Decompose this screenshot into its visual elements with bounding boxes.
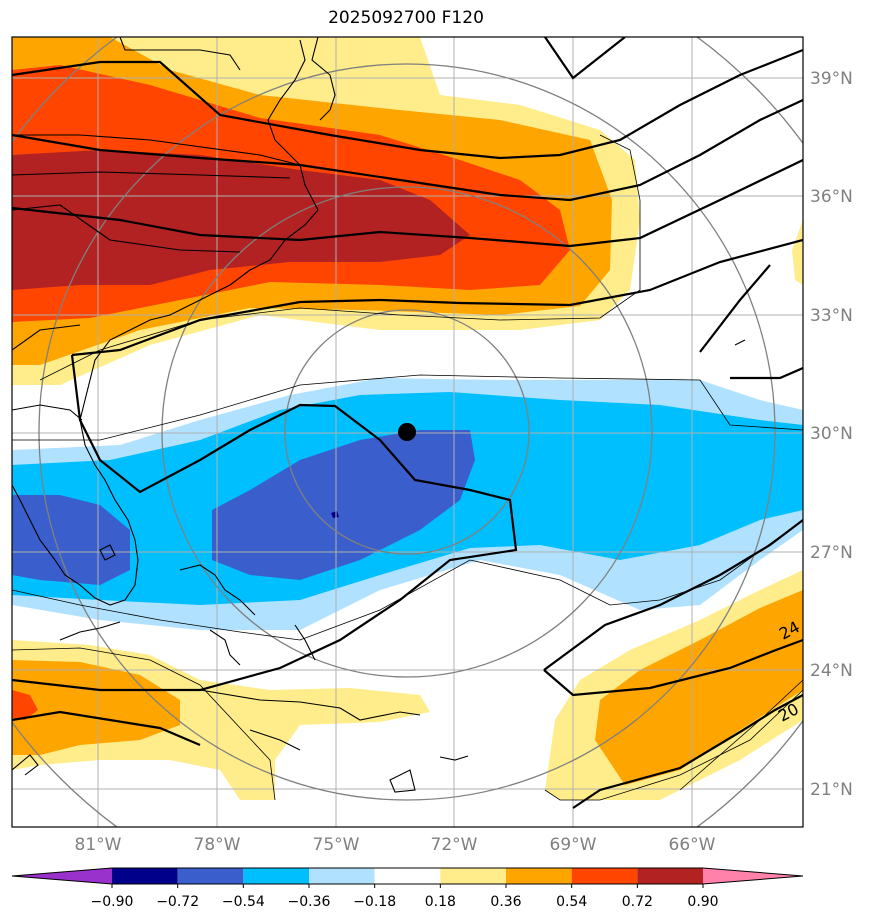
colorbar-tick-label: 0.90 [687,894,718,910]
fill-yellow-east [792,220,803,285]
colorbar-tick-label: −0.54 [222,894,265,910]
map-frame [11,36,804,828]
colorbar-extend-min [12,868,112,884]
fill-orange-southeast [595,590,803,785]
fill-navy-dot [331,511,339,518]
thick-contours [12,37,803,809]
colorbar-tick-label: −0.90 [91,894,134,910]
colorbar: −0.90 −0.72 −0.54 −0.36 −0.18 0.18 0.36 0.54 0.7… [11,867,804,910]
lon-label: 81°W [75,835,122,855]
lon-label: 78°W [194,835,241,855]
colorbar-tick-label: −0.72 [156,894,199,910]
lat-label: 24°N [810,661,853,681]
lon-label: 72°W [431,835,478,855]
colorbar-segment [374,868,441,884]
colorbar-tick-label: −0.36 [288,894,331,910]
colorbar-tick-label: −0.18 [353,894,396,910]
colorbar-extend-max [703,868,803,884]
fill-darkred-north [12,150,470,290]
colorbar-segment [243,868,309,884]
fill-royal-east [212,430,475,580]
lon-label: 69°W [550,835,597,855]
colorbar-segment [637,868,703,884]
storm-center-marker [398,423,416,441]
colorbar-tick-label: 0.72 [622,894,653,910]
lat-label: 33°N [810,306,853,326]
fill-red-southwest [12,690,38,720]
colorbar-segment [309,868,375,884]
lat-label: 36°N [810,187,853,207]
colorbar-segment [571,868,638,884]
colorbar-segment [440,868,506,884]
colorbar-segment [506,868,572,884]
colorbar-segment [112,868,178,884]
colorbar-tick-label: 0.36 [490,894,521,910]
lat-label: 27°N [810,543,853,563]
colorbar-tick-label: 0.18 [425,894,456,910]
map-title: 2025092700 F120 [328,8,484,28]
lat-label: 39°N [810,69,853,89]
lon-label: 66°W [669,835,716,855]
lon-labels: 81°W 78°W 75°W 72°W 69°W 66°W [75,835,716,855]
colorbar-tick-label: 0.54 [556,894,587,910]
lat-label: 30°N [810,424,853,444]
fill-royal-west [12,495,130,585]
lat-labels: 39°N 36°N 33°N 30°N 27°N 24°N 21°N [810,69,853,800]
lat-label: 21°N [810,780,853,800]
colorbar-segment [177,868,244,884]
lon-label: 75°W [313,835,360,855]
thin-contours [12,134,803,801]
